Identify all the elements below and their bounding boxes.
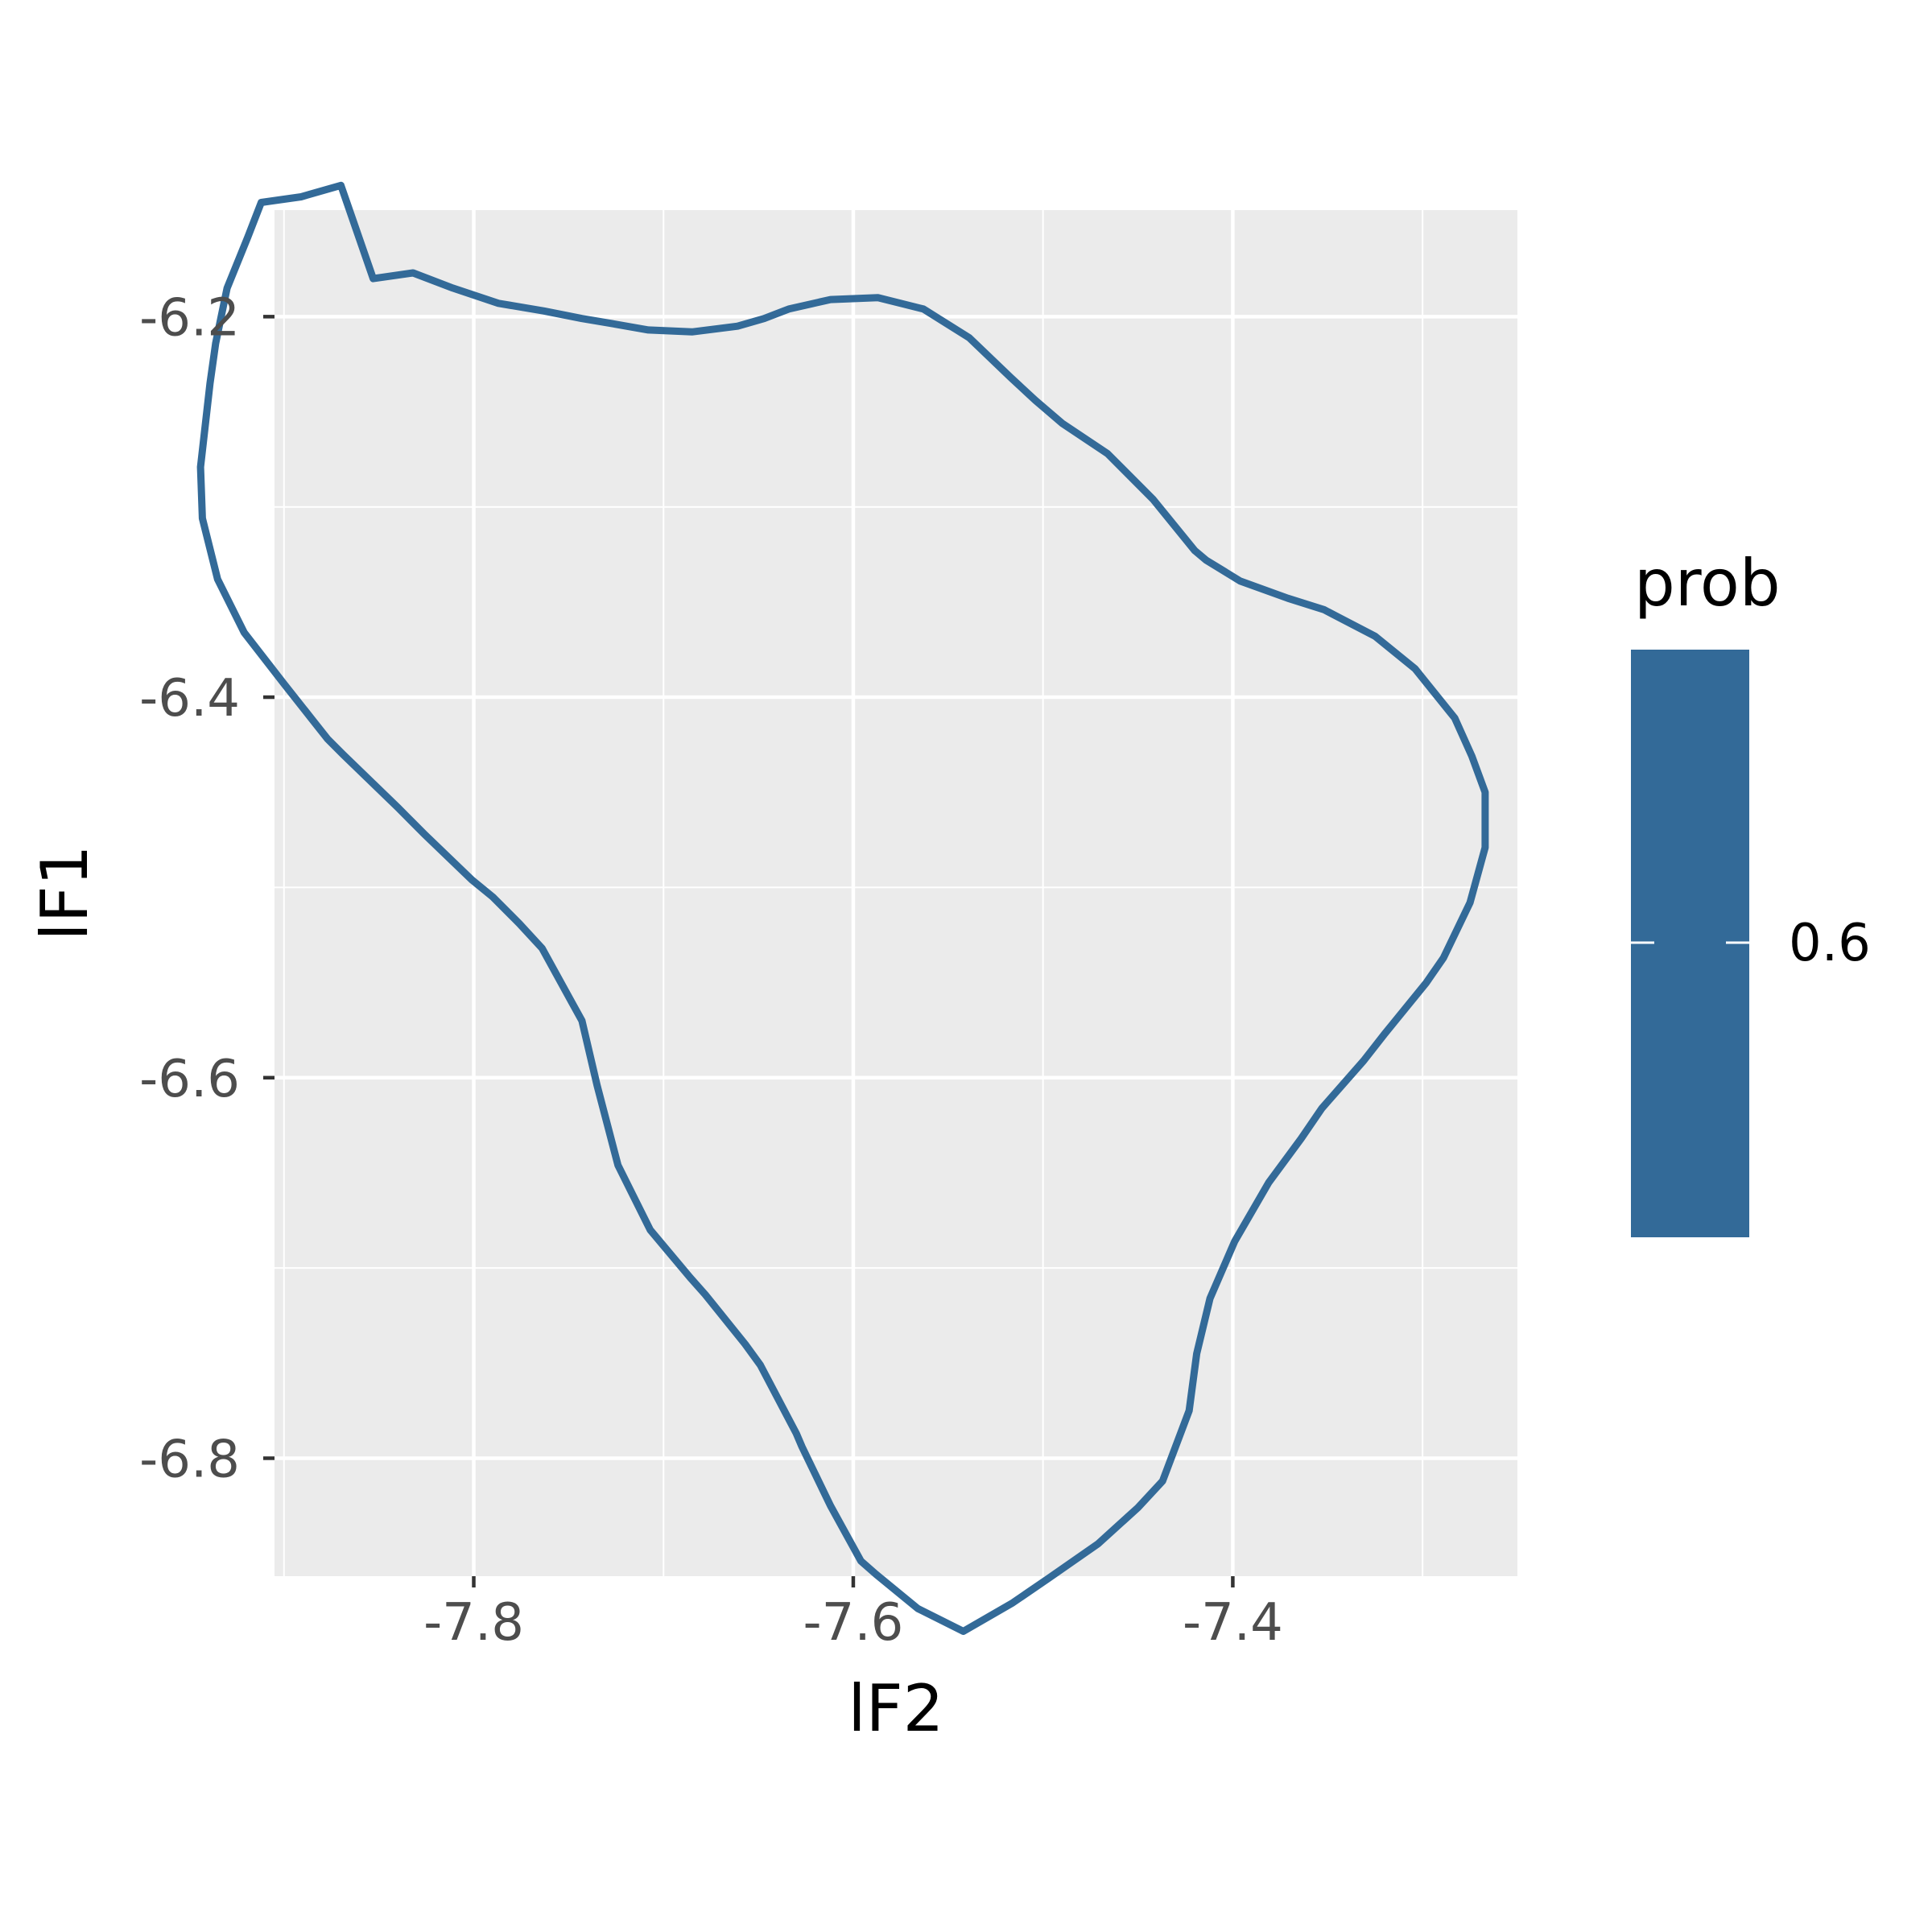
y-axis: -6.2 -6.4 -6.6 -6.8 bbox=[139, 288, 275, 1489]
y-tick-label: -6.2 bbox=[139, 288, 240, 348]
x-axis: -7.8 -7.6 -7.4 bbox=[423, 1576, 1283, 1653]
x-tick-label: -7.6 bbox=[803, 1593, 904, 1653]
plot-panel bbox=[275, 210, 1517, 1576]
major-grid bbox=[275, 210, 1517, 1576]
y-tick-label: -6.8 bbox=[139, 1430, 240, 1489]
contour-line bbox=[196, 181, 1489, 1635]
y-axis-title: lF1 bbox=[27, 844, 102, 940]
legend-title: prob bbox=[1634, 546, 1781, 621]
x-tick-label: -7.4 bbox=[1183, 1593, 1283, 1653]
x-tick-label: -7.8 bbox=[423, 1593, 524, 1653]
legend-label: 0.6 bbox=[1789, 914, 1871, 973]
y-tick-label: -6.4 bbox=[139, 669, 240, 729]
contour-layer bbox=[196, 181, 1489, 1635]
y-tick-label: -6.6 bbox=[139, 1050, 240, 1109]
legend: prob 0.6 bbox=[1631, 546, 1871, 1237]
x-axis-title: lF2 bbox=[848, 1671, 943, 1746]
